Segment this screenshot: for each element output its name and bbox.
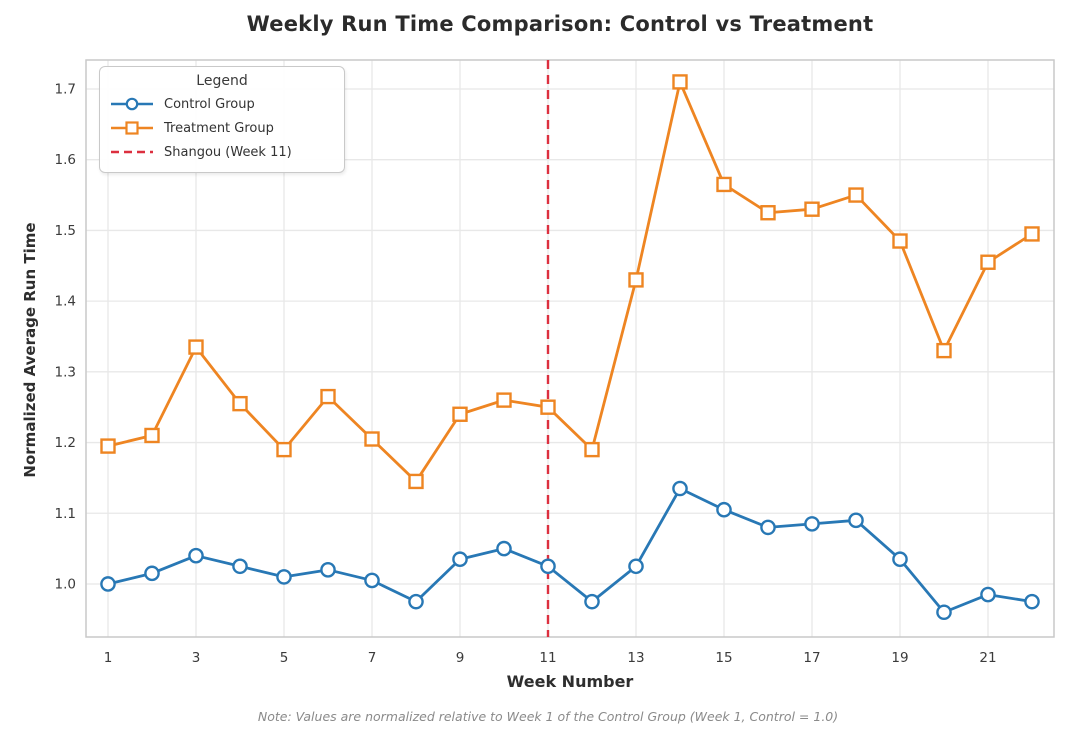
control-marker: [760, 519, 776, 536]
treatment-marker: [320, 388, 336, 405]
legend-entry-control: Control Group: [110, 92, 334, 116]
y-tick-label: 1.7: [55, 81, 76, 97]
control-marker: [452, 551, 468, 568]
control-marker: [232, 558, 248, 575]
x-axis-label: Week Number: [506, 672, 634, 691]
control-marker: [540, 558, 556, 575]
control-marker: [100, 576, 116, 592]
treatment-line-square-icon: [111, 121, 153, 135]
legend-label-vline: Shangou (Week 11): [164, 144, 292, 160]
control-marker: [496, 540, 512, 557]
treatment-marker: [628, 272, 644, 288]
control-marker: [672, 480, 688, 497]
treatment-marker: [540, 399, 556, 415]
control-marker: [1024, 593, 1040, 610]
legend-entry-treatment: Treatment Group: [110, 116, 334, 140]
treatment-line: [106, 80, 1034, 483]
treatment-marker: [496, 392, 512, 408]
treatment-marker: [980, 254, 996, 270]
treatment-marker: [188, 339, 204, 355]
treatment-marker: [408, 473, 424, 490]
x-tick-label: 11: [539, 650, 556, 666]
treatment-marker: [936, 342, 952, 359]
control-marker: [276, 569, 292, 585]
control-marker: [848, 512, 864, 529]
y-axis-label: Normalized Average Run Time: [21, 222, 39, 478]
control-marker: [936, 604, 952, 621]
control-line-circle-icon: [111, 97, 153, 111]
treatment-marker: [100, 438, 116, 454]
treatment-marker: [584, 441, 600, 458]
x-tick-label: 3: [192, 650, 201, 666]
control-marker: [188, 547, 204, 564]
x-tick-label: 17: [803, 650, 820, 666]
legend-label-control: Control Group: [164, 96, 255, 112]
y-tick-label: 1.0: [55, 576, 76, 592]
control-marker: [804, 516, 820, 532]
treatment-marker: [804, 201, 820, 217]
control-marker: [892, 551, 908, 568]
control-marker: [628, 558, 644, 575]
control-line: [106, 487, 1034, 614]
y-tick-label: 1.3: [55, 364, 76, 380]
y-tick-label: 1.2: [55, 435, 76, 451]
x-tick-label: 9: [456, 650, 465, 666]
treatment-marker: [892, 233, 908, 249]
chart-title: Weekly Run Time Comparison: Control vs T…: [246, 12, 874, 36]
control-marker: [716, 501, 732, 518]
x-tick-label: 21: [979, 650, 996, 666]
control-marker: [144, 565, 160, 582]
treatment-marker: [452, 406, 468, 422]
plot-border: [85, 59, 1055, 638]
treatment-marker: [848, 187, 864, 203]
chart-footnote: Note: Values are normalized relative to …: [257, 709, 839, 724]
x-tick-label: 7: [368, 650, 377, 666]
treatment-marker: [672, 74, 688, 90]
red-dashed-line-icon: [111, 150, 153, 154]
x-tick-label: 15: [715, 650, 732, 666]
y-tick-label: 1.4: [55, 294, 76, 310]
y-tick-label: 1.1: [55, 506, 76, 522]
legend-title: Legend: [196, 73, 248, 89]
y-tick-label: 1.5: [55, 223, 76, 239]
treatment-marker: [276, 441, 292, 458]
legend-label-treatment: Treatment Group: [164, 120, 274, 136]
control-marker: [408, 593, 424, 610]
treatment-marker: [760, 205, 776, 221]
x-tick-label: 5: [280, 650, 289, 666]
legend-entry-vline: Shangou (Week 11): [110, 140, 334, 164]
y-tick-label: 1.6: [55, 152, 76, 168]
treatment-marker: [232, 395, 248, 412]
treatment-marker: [144, 427, 160, 444]
control-marker: [320, 562, 336, 578]
legend-box: Legend Control Group Treatment Group Sha…: [99, 66, 345, 173]
x-tick-label: 13: [627, 650, 644, 666]
control-marker: [980, 586, 996, 603]
x-tick-label: 19: [891, 650, 908, 666]
control-marker: [584, 593, 600, 610]
treatment-marker: [716, 176, 732, 193]
treatment-marker: [364, 431, 380, 447]
treatment-marker: [1024, 226, 1040, 242]
control-marker: [364, 572, 380, 589]
x-tick-label: 1: [104, 650, 113, 666]
